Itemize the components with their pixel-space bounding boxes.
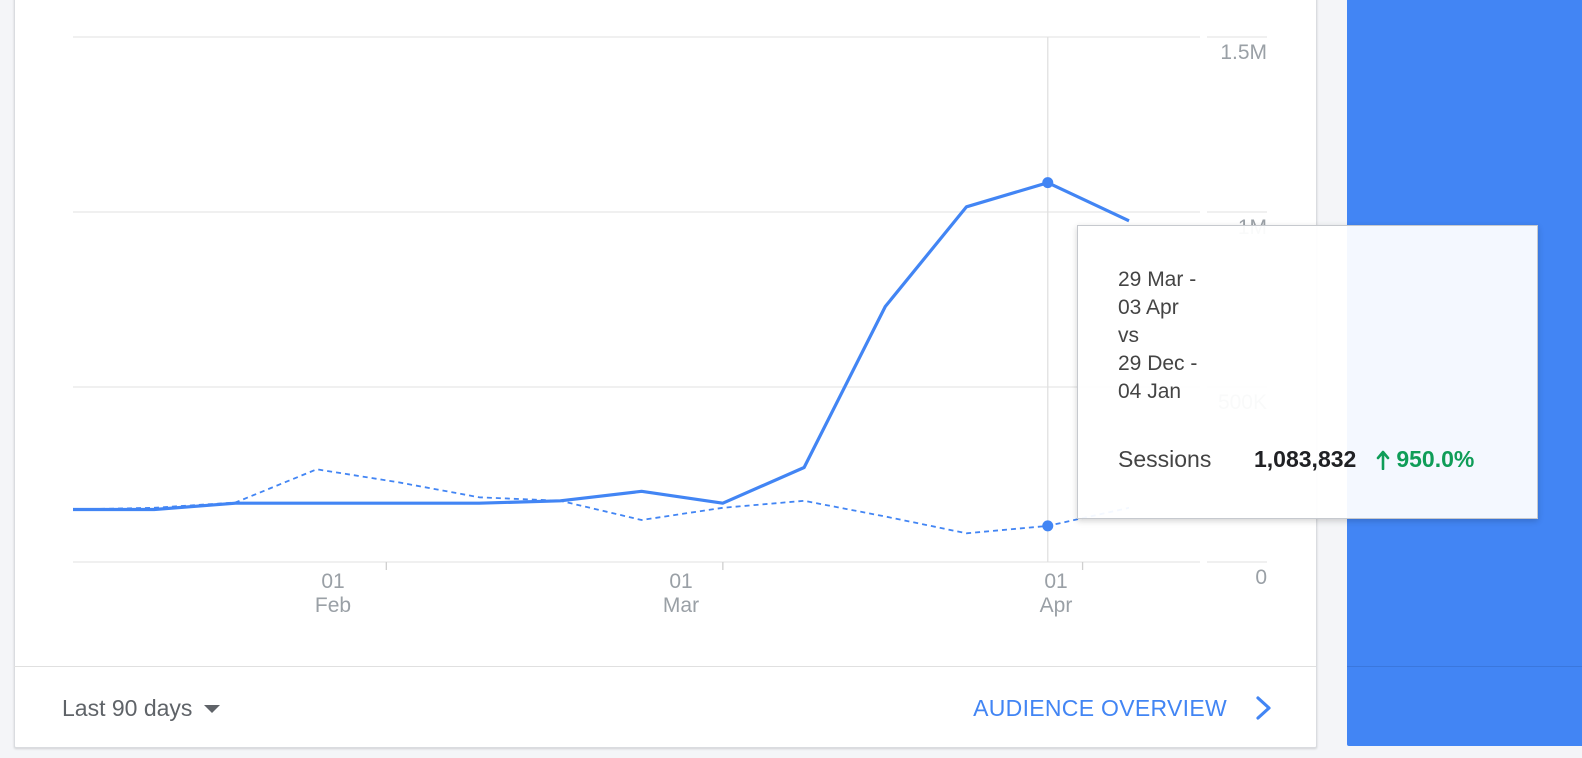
side-panel-divider [1347,666,1582,667]
x-tick-month: Feb [315,594,351,617]
audience-overview-label: AUDIENCE OVERVIEW [973,694,1227,721]
chart-tooltip: 29 Mar - 03 Apr vs 29 Dec - 04 Jan Sessi… [1077,225,1538,519]
audience-overview-link[interactable]: AUDIENCE OVERVIEW [973,692,1275,724]
x-tick-day: 01 [669,570,692,593]
date-range-dropdown[interactable]: Last 90 days [62,692,221,724]
x-tick-day: 01 [321,570,344,593]
y-tick-label: 0 [1255,566,1267,589]
current-period-point [1042,177,1054,189]
tooltip-change-value: 950.0% [1396,446,1475,472]
tooltip-metric-name: Sessions [1118,446,1212,472]
tooltip-metric-row: Sessions 1,083,832 950.0% [1118,446,1474,473]
footer-divider [14,666,1316,667]
tooltip-date-line: 29 Mar - [1118,268,1197,291]
caret-down-icon [204,705,221,713]
tooltip-date-range: 29 Mar - 03 Apr vs 29 Dec - 04 Jan [1118,266,1278,406]
y-tick-label: 1.5M [1220,41,1267,64]
tooltip-date-line: vs [1118,324,1139,347]
arrow-up-icon [1377,450,1390,470]
tooltip-change: 950.0% [1376,446,1474,473]
x-tick-month: Apr [1040,594,1073,617]
tooltip-date-line: 29 Dec - [1118,352,1198,375]
previous-period-line [72,468,1130,535]
chevron-right-icon [1256,696,1271,720]
tooltip-date-line: 03 Apr [1118,296,1179,319]
tooltip-metric-value: 1,083,832 [1254,446,1357,472]
current-period-line [73,181,1130,512]
previous-period-point [1042,520,1054,532]
x-tick-day: 01 [1044,570,1067,593]
x-tick-month: Mar [663,594,699,617]
date-range-label: Last 90 days [62,694,193,721]
tooltip-date-line: 04 Jan [1118,380,1182,403]
